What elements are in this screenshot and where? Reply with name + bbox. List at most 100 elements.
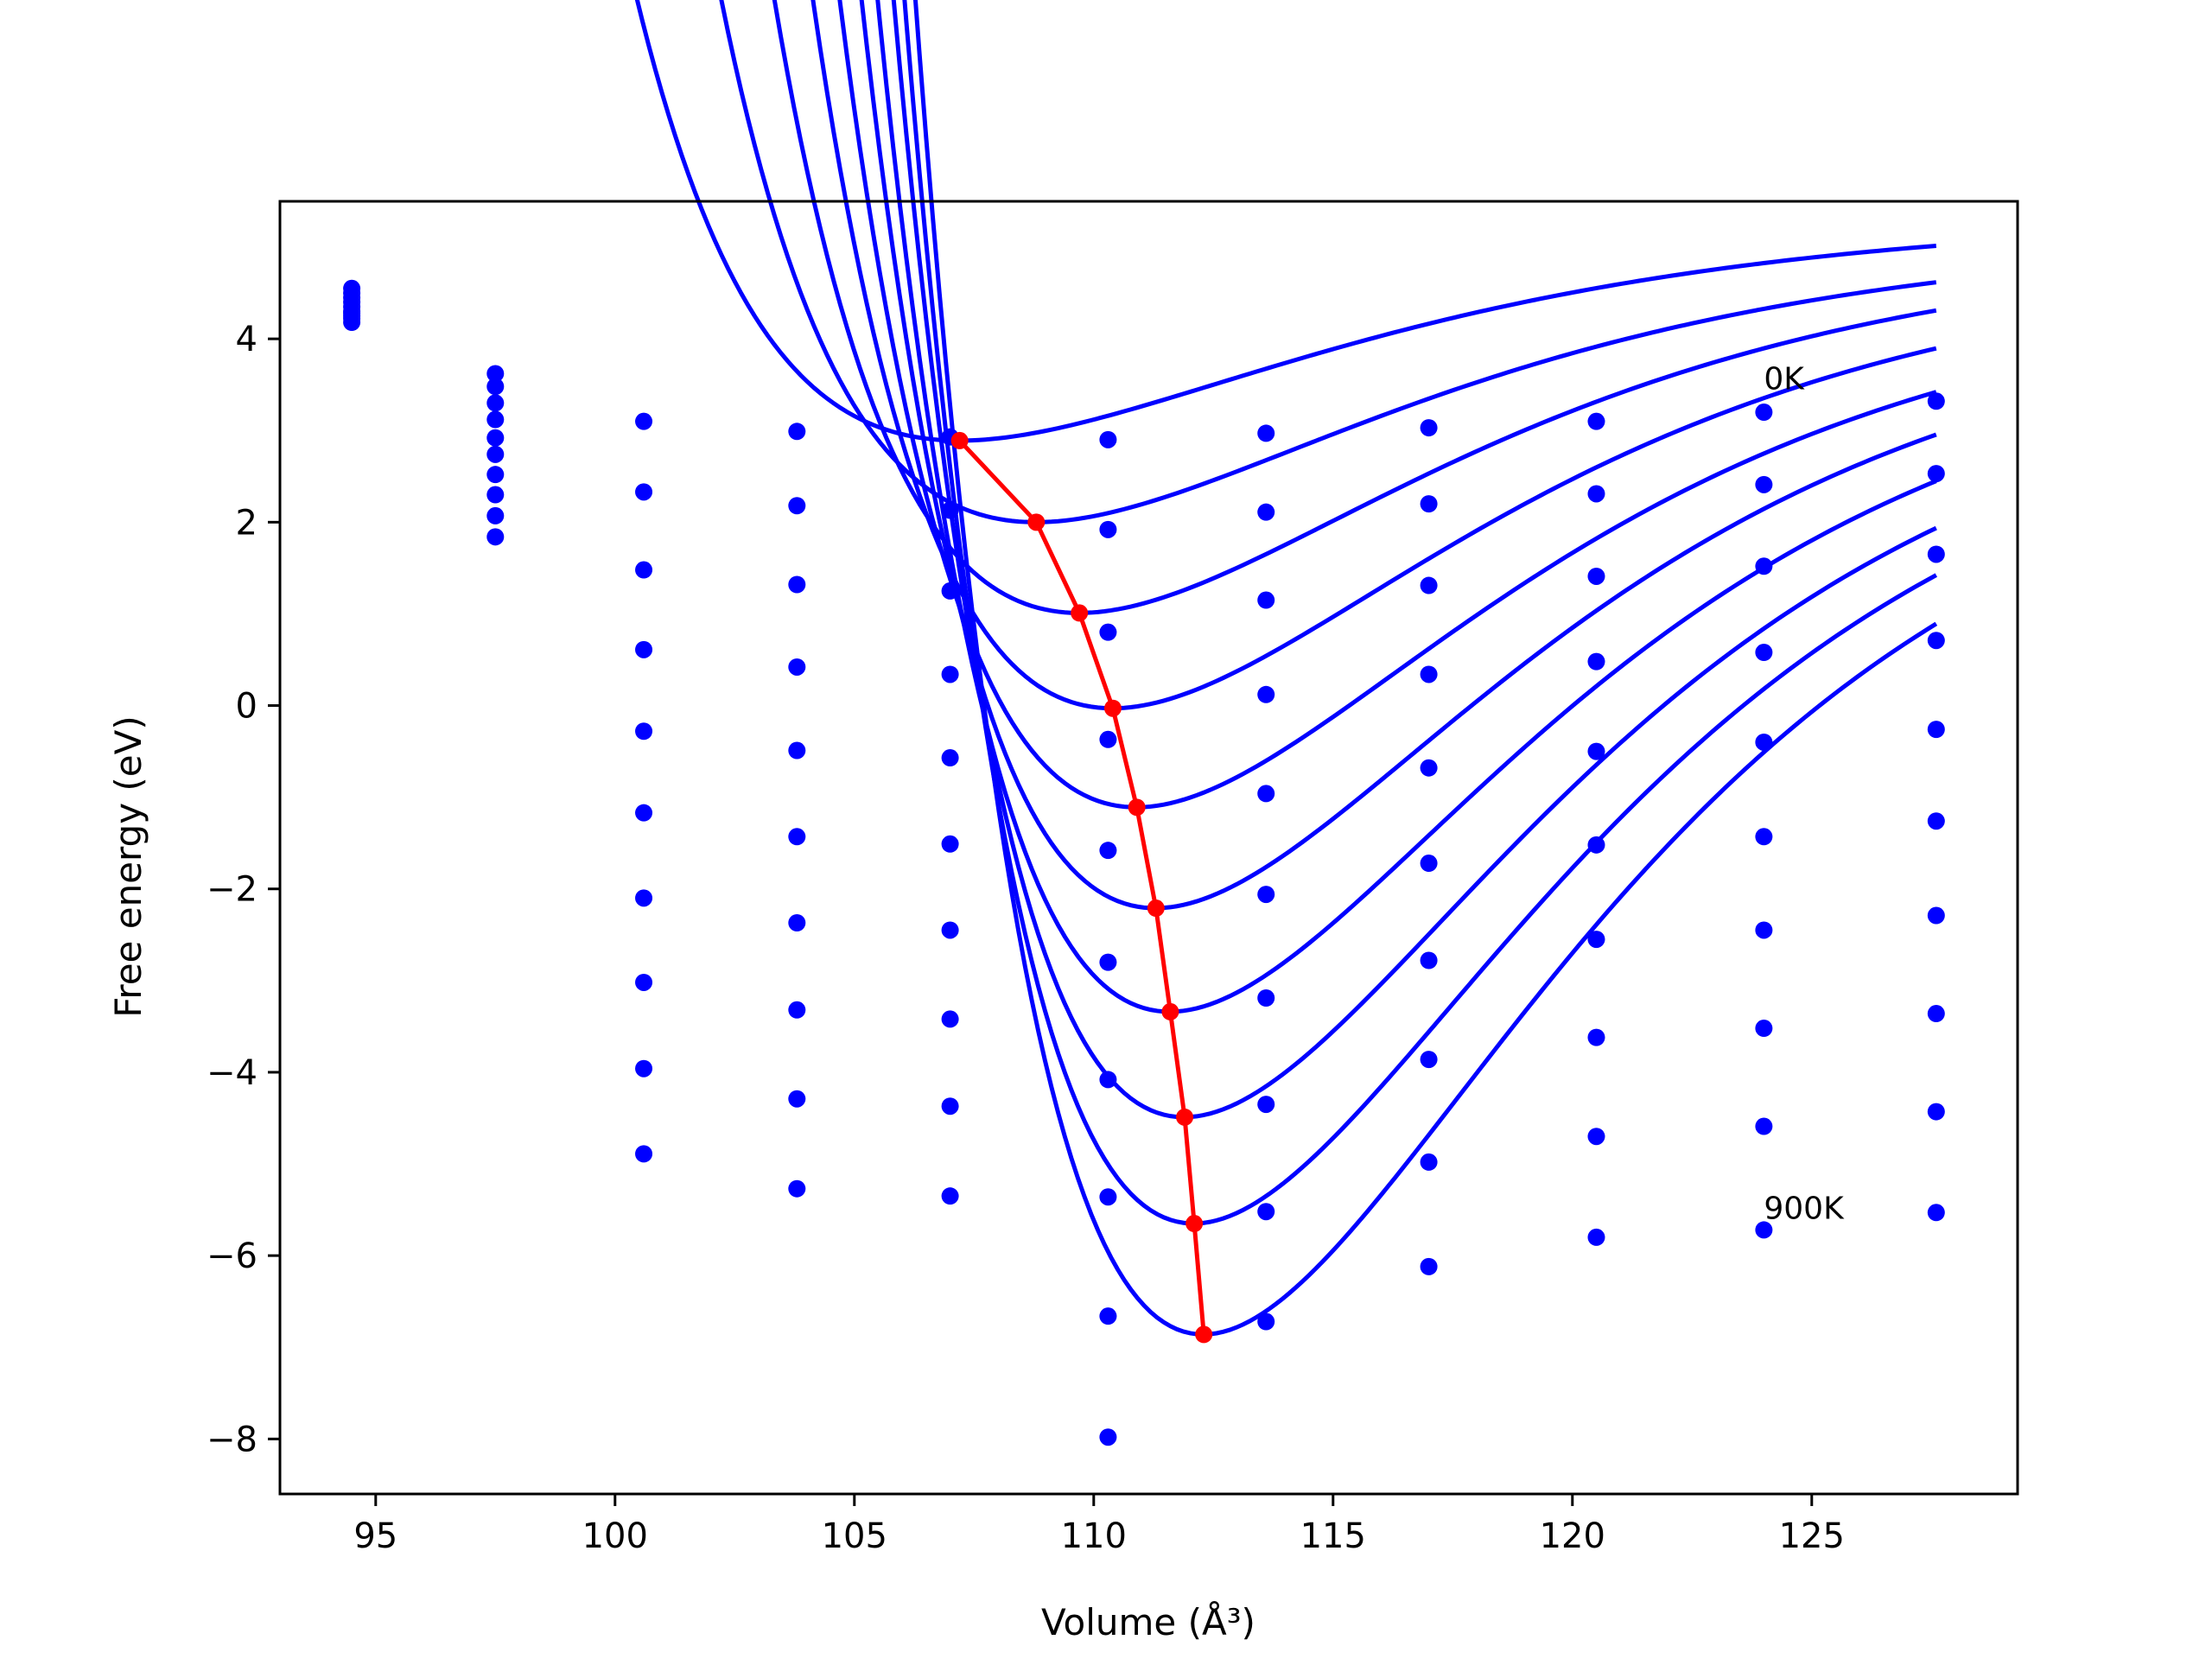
data-point bbox=[486, 445, 505, 463]
data-point bbox=[941, 1010, 959, 1028]
y-tick-label: −4 bbox=[207, 1053, 257, 1093]
data-point bbox=[1587, 652, 1605, 671]
y-tick-label: −8 bbox=[207, 1420, 257, 1459]
y-axis-label: Free energy (eV) bbox=[107, 715, 149, 1018]
minimum-point bbox=[1128, 798, 1146, 817]
temperature-annotation: 0K bbox=[1764, 362, 1805, 397]
y-tick-label: −2 bbox=[207, 870, 257, 910]
x-tick-label: 125 bbox=[1779, 1516, 1845, 1556]
data-point bbox=[1257, 886, 1275, 904]
data-point bbox=[1927, 545, 1945, 563]
data-point bbox=[941, 835, 959, 853]
data-point bbox=[486, 466, 505, 484]
data-point bbox=[1420, 951, 1438, 969]
data-point bbox=[1420, 495, 1438, 513]
fit-curve-5 bbox=[859, 0, 1937, 911]
minimum-point bbox=[950, 431, 969, 449]
data-point bbox=[788, 575, 806, 594]
plot-area: 0K 900K bbox=[343, 0, 1945, 1446]
data-point bbox=[1755, 733, 1773, 751]
data-point bbox=[1099, 1071, 1117, 1089]
data-point bbox=[1420, 1153, 1438, 1171]
minimum-point bbox=[1185, 1215, 1204, 1233]
data-point bbox=[635, 889, 653, 907]
data-point bbox=[1420, 1257, 1438, 1275]
x-tick-label: 95 bbox=[353, 1516, 397, 1556]
data-point bbox=[1099, 953, 1117, 971]
minimum-point bbox=[1103, 699, 1122, 717]
data-point bbox=[788, 1090, 806, 1108]
axes: 95 100 105 110 115 120 125 −8 −6 −4 −2 0 2 4 bbox=[207, 200, 2019, 1556]
data-point bbox=[1099, 1307, 1117, 1325]
data-point bbox=[941, 1187, 959, 1205]
data-point bbox=[788, 914, 806, 931]
y-tick-label: −6 bbox=[207, 1236, 257, 1276]
data-point bbox=[1587, 1028, 1605, 1046]
data-point bbox=[1099, 520, 1117, 538]
data-point bbox=[1755, 557, 1773, 575]
data-point bbox=[1099, 1428, 1117, 1446]
fit-curve-6 bbox=[875, 0, 1937, 1014]
data-point bbox=[1755, 644, 1773, 662]
data-point bbox=[635, 1145, 653, 1163]
data-point bbox=[1927, 812, 1945, 830]
data-point bbox=[1927, 1204, 1945, 1222]
fit-curve-1 bbox=[719, 0, 1937, 524]
data-point bbox=[1755, 1221, 1773, 1239]
data-point bbox=[1257, 1313, 1275, 1331]
data-point bbox=[486, 528, 505, 546]
data-point bbox=[788, 497, 806, 515]
data-point bbox=[486, 429, 505, 447]
data-point bbox=[1257, 1096, 1275, 1114]
data-point bbox=[1587, 1228, 1605, 1246]
data-point bbox=[635, 483, 653, 501]
data-point bbox=[1587, 836, 1605, 854]
x-tick-label: 100 bbox=[582, 1516, 648, 1556]
data-point bbox=[1755, 828, 1773, 846]
data-point bbox=[788, 741, 806, 760]
minima-line bbox=[957, 439, 1206, 1335]
data-point bbox=[941, 1097, 959, 1116]
x-tick-label: 115 bbox=[1300, 1516, 1366, 1556]
data-point bbox=[635, 973, 653, 991]
data-point bbox=[1099, 623, 1117, 641]
minimum-point bbox=[1195, 1325, 1213, 1344]
data-point bbox=[1257, 989, 1275, 1007]
plot-frame bbox=[278, 200, 2019, 1496]
data-point bbox=[1420, 855, 1438, 873]
x-tick-label: 105 bbox=[822, 1516, 887, 1556]
data-point bbox=[788, 423, 806, 441]
x-tick-label: 120 bbox=[1540, 1516, 1605, 1556]
data-point bbox=[486, 365, 505, 383]
data-point bbox=[1257, 1203, 1275, 1221]
data-point bbox=[1755, 404, 1773, 422]
y-tick-label: 4 bbox=[236, 320, 257, 359]
data-point bbox=[1257, 591, 1275, 609]
data-point bbox=[941, 582, 959, 600]
y-tick-label: 0 bbox=[236, 687, 257, 727]
fit-curve-8 bbox=[902, 0, 1938, 1226]
x-tick-label: 110 bbox=[1061, 1516, 1127, 1556]
data-point bbox=[486, 486, 505, 504]
fit-curve-7 bbox=[891, 0, 1937, 1120]
y-tick-label: 2 bbox=[236, 503, 257, 543]
data-point bbox=[1755, 475, 1773, 493]
data-point bbox=[635, 722, 653, 741]
minimum-point bbox=[1147, 899, 1165, 918]
minimum-point bbox=[1176, 1108, 1194, 1126]
data-point bbox=[1927, 721, 1945, 739]
fit-curve-9 bbox=[912, 0, 1938, 1337]
data-point bbox=[1927, 1103, 1945, 1121]
data-point bbox=[1099, 1188, 1117, 1206]
data-point bbox=[343, 314, 361, 332]
x-axis-label: Volume (Å³) bbox=[1041, 1600, 1255, 1643]
data-point bbox=[941, 749, 959, 767]
data-point bbox=[1257, 503, 1275, 521]
data-point bbox=[1587, 485, 1605, 503]
data-point bbox=[1927, 632, 1945, 650]
data-point bbox=[486, 506, 505, 524]
temperature-annotation: 900K bbox=[1764, 1192, 1845, 1227]
data-point bbox=[486, 394, 505, 412]
data-point bbox=[1927, 392, 1945, 410]
data-point bbox=[635, 640, 653, 658]
